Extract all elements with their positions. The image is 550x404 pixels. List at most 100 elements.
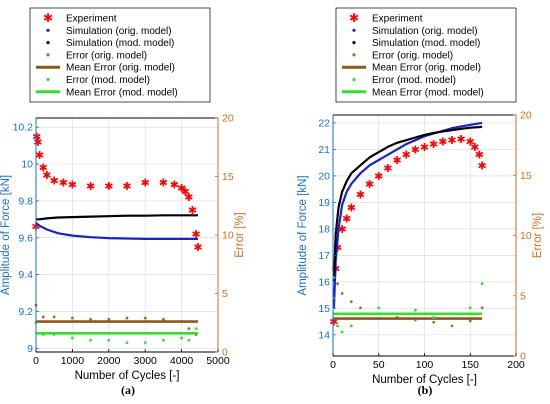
panel-b-series-error-orig-model-point [340, 291, 344, 295]
panel-b-y-right-tick-label: 15 [520, 170, 532, 182]
panel-a-legend-marker [46, 77, 50, 82]
panel-b-series-error-mod-model-point [377, 306, 381, 310]
panel-a-series-error-mod-model-point [143, 341, 147, 345]
panel-b-y-left-tick-label: 17 [318, 250, 330, 262]
panel-b-series-experiment-point: ✱ [478, 159, 487, 172]
panel-b-y-left-tick-label: 20 [318, 170, 330, 182]
panel-b-legend-label: Simulation (orig. model) [372, 26, 478, 37]
panel-b-y-left-tick-label: 18 [318, 223, 330, 235]
panel-a-series-error-mod-model-point [71, 336, 74, 340]
panel-b-series-experiment-point: ✱ [329, 316, 338, 329]
panel-a-y-right-tick-label: 10 [222, 230, 234, 242]
panel-b-y-left-tick-label: 19 [318, 197, 330, 209]
panel-a-series-experiment-point: ✱ [184, 191, 193, 204]
panel-a-series-error-orig-model-point [125, 316, 129, 320]
panel-b-series-error-mod-model-point [432, 316, 436, 319]
panel-a-series-simulation-orig-model [35, 222, 198, 240]
panel-b-series-experiment-point: ✱ [356, 188, 365, 201]
panel-a-series-experiment-point: ✱ [177, 182, 186, 195]
panel-a-series-experiment-point: ✱ [159, 176, 168, 189]
panel-a-y-right-tick-label: 5 [222, 288, 228, 300]
panel-a-y-right-tick-label: 0 [222, 347, 228, 359]
panel-b-series-experiment-point: ✱ [383, 162, 392, 175]
panel-a-series-error-orig-model-point [187, 327, 191, 330]
panel-a-series-error-mod-model-point [194, 327, 198, 330]
panel-a-series-experiment-point: ✱ [32, 130, 41, 143]
panel-b-series-error-orig-model-point [450, 324, 454, 328]
panel-a-series-experiment-point: ✱ [122, 180, 131, 193]
panel-b-series-experiment-point: ✱ [456, 133, 465, 146]
panel-a-x-tick-label: 2000 [97, 355, 121, 367]
panel-b-legend-label: Error (mod. model) [372, 75, 456, 86]
panel-a-series-error-mod-model-point [187, 338, 191, 342]
panel-b-series-experiment-point: ✱ [374, 170, 383, 183]
panel-b-legend-marker [352, 41, 356, 45]
panel-b-legend-label: Error (orig. model) [372, 50, 453, 61]
panel-a-y-left-tick-label: 9.6 [18, 232, 33, 244]
panel-b-y-left-tick-label: 14 [318, 329, 330, 341]
panel-b-series-experiment-point: ✱ [411, 143, 420, 156]
panel-a-series-experiment-point: ✱ [170, 178, 179, 191]
panel-a-legend-label: Simulation (orig. model) [66, 26, 172, 37]
panel-b-series-error-orig-model-point [480, 306, 484, 310]
panel-a-y-left-tick-label: 9.2 [18, 306, 33, 318]
panel-a-series-error-orig-model-point [71, 316, 74, 320]
panel-b-series-simulation-orig-model-line [332, 121, 483, 309]
panel-b-x-axis-label: Number of Cycles [-] [372, 374, 477, 386]
panel-b-legend-label: Mean Error (orig. model) [372, 63, 481, 74]
panel-a-y-left-tick-label: 9.8 [18, 195, 33, 207]
panel-b-legend-marker [352, 77, 356, 82]
panel-b-y-right-tick-label: 20 [520, 110, 532, 122]
panel-a-series-experiment-point: ✱ [193, 241, 202, 254]
panel-b-series-experiment-point: ✱ [402, 149, 411, 162]
panel-b-series-experiment-point: ✱ [365, 178, 374, 191]
panel-b-series-error-orig-model-point [349, 300, 353, 304]
panel-b-series-experiment-point: ✱ [470, 141, 479, 154]
panel-b-legend-marker: ✱ [349, 11, 359, 25]
panel-b-legend-label: Simulation (mod. model) [372, 38, 480, 49]
panel-a-legend-marker [46, 53, 50, 57]
panel-a-series-experiment-point: ✱ [59, 176, 68, 189]
panel-a-series-experiment-point: ✱ [68, 178, 77, 191]
panel-b-y-axis-label-left: Amplitude of Force [kN] [297, 175, 309, 295]
panel-a-legend-label: Error (orig. model) [66, 50, 147, 61]
panel-b-series-simulation-orig-model [332, 121, 483, 309]
panel-a-y-right-tick-label: 20 [222, 113, 234, 125]
panel-a-series-experiment-point: ✱ [86, 180, 95, 193]
panel-a-y-left-tick-label: 9 [27, 343, 33, 355]
panel-b-series-experiment-point: ✱ [475, 149, 484, 162]
panel-b-y-left-tick-label: 21 [318, 144, 330, 156]
panel-b-x-tick-label: 0 [330, 359, 336, 371]
panel-a-series-experiment-point: ✱ [39, 162, 48, 175]
panel-a-series-experiment-point: ✱ [42, 169, 51, 182]
panel-b-series-error-orig-model-point [468, 319, 472, 323]
panel-b-series-error-mod-model-point [413, 308, 417, 312]
panel-a-x-tick-label: 5000 [206, 355, 230, 367]
panel-a-x-tick-label: 1000 [61, 355, 85, 367]
panel-b-series-simulation-mod-model-line [332, 125, 483, 282]
panel-a-legend-label: Error (mod. model) [66, 75, 150, 86]
panel-b-series-experiment-point: ✱ [342, 212, 351, 225]
panel-b-legend-marker [352, 53, 356, 57]
panel-b-x-tick-label: 150 [461, 359, 479, 371]
panel-b-label: (b) [418, 383, 433, 397]
panel-a-y-left-tick-label: 10.2 [13, 122, 34, 134]
panel-b-y-left-tick-label: 22 [318, 117, 330, 129]
panel-b-series-error-mod-model-point [480, 282, 484, 286]
panel-a-series-error-orig-model-point [143, 316, 147, 320]
panel-b-series-error-orig-model-point [359, 306, 362, 310]
panel-a-legend-box [29, 7, 211, 103]
panel-b-y-axis-label-right: Error [%] [532, 213, 544, 258]
panel-b-series-experiment-point: ✱ [447, 134, 456, 147]
panel-b-x-tick-label: 50 [373, 359, 385, 371]
panel-b-y-right-tick-label: 0 [520, 351, 526, 363]
panel-b-x-tick-label: 200 [507, 359, 525, 371]
panel-b-legend-box [335, 7, 517, 103]
panel-a-series-error-mod-model-point [107, 338, 111, 342]
panel-b-legend-label: Mean Error (mod. model) [372, 87, 484, 98]
panel-a-y-axis-label-left: Amplitude of Force [kN] [0, 175, 12, 295]
panel-a-x-tick-label: 4000 [170, 355, 194, 367]
panel-b-series-experiment-point: ✱ [347, 202, 356, 215]
